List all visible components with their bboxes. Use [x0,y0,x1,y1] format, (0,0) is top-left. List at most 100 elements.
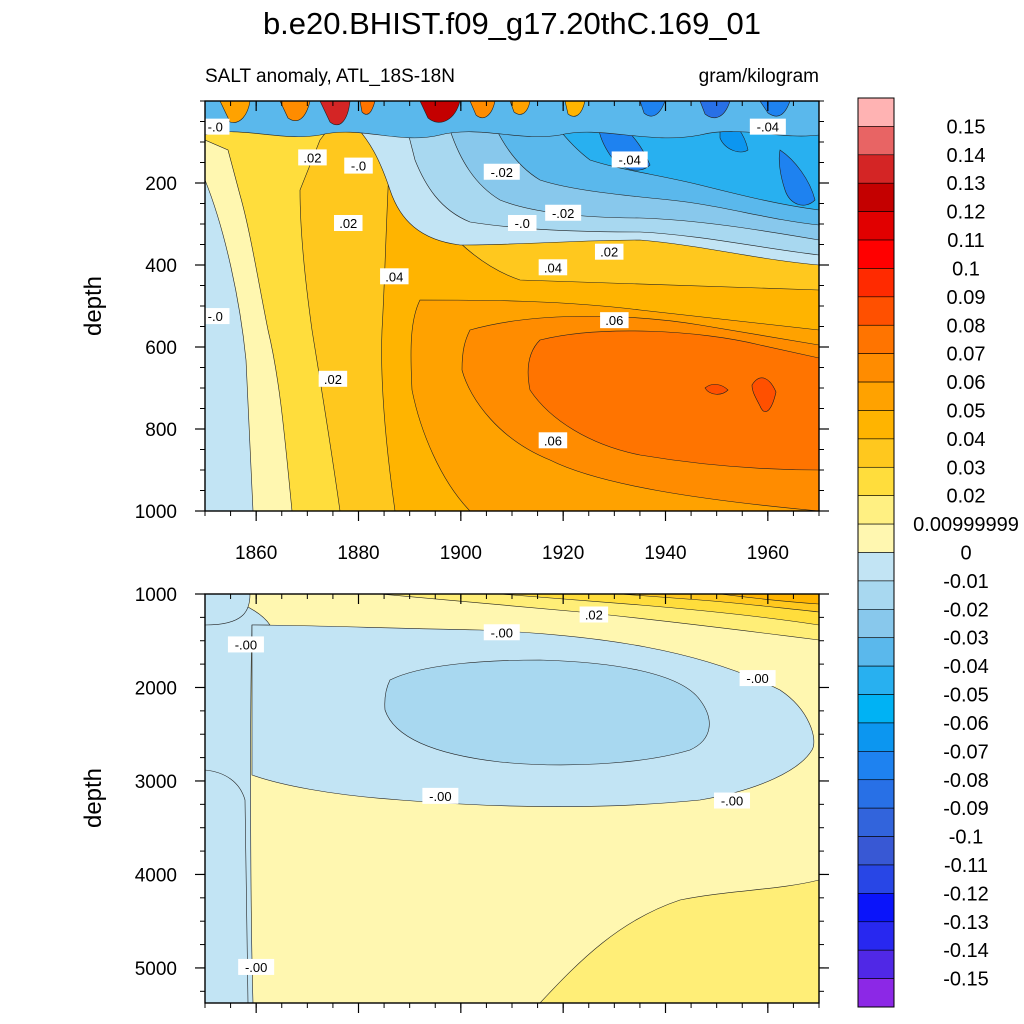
y-tick-label: 600 [145,338,177,359]
colorbar-label: -0.07 [943,741,989,763]
colorbar-label: -0.09 [943,798,989,820]
bottom-contour-labels: .02 -.00 -.00 -.00 -.00 -.00 -.00 [227,606,776,975]
y-tick-label: 800 [145,420,177,441]
contour-label: -.0 [208,120,223,135]
colorbar: 0.15 0.14 0.13 0.12 0.11 0.1 0.09 0.08 0.07 0.06 0… [857,97,1019,1008]
colorbar-label: 0.07 [947,344,986,366]
colorbar-label: -0.01 [943,571,989,593]
x-tick-label: 1940 [644,543,686,564]
contour-label: -.00 [245,960,267,975]
contour-label-box [298,149,327,166]
x-tick-label: 1860 [235,543,277,564]
contour-label-box [483,163,520,180]
top-axes: 1860 1880 1900 1920 1940 1960 200 400 600 800 1000 [135,100,829,564]
colorbar-label: -0.15 [943,969,989,991]
y-tick-label: 4000 [135,865,177,886]
contour-label: .04 [544,260,562,275]
colorbar-label: -0.14 [943,940,989,962]
contour-label-box [714,792,751,809]
contour-label: -.0 [515,216,530,231]
colorbar-swatch [857,182,895,212]
colorbar-label: -0.02 [943,599,989,621]
y-tick-label: 5000 [135,959,177,980]
contour-label-box [200,118,230,135]
colorbar-swatch [857,410,895,440]
y-tick-label: 200 [145,174,177,195]
contour-label: -.00 [491,625,513,640]
contour-label-box [739,670,776,687]
colorbar-label: -0.11 [944,855,988,877]
colorbar-label: 0 [960,543,971,565]
contour-label: -.04 [618,152,640,167]
contour-label: -.00 [721,794,743,809]
contour-label-box [380,268,409,285]
contour-label-box [344,157,373,174]
colorbar-swatch [857,381,895,411]
colorbar-swatch [857,864,895,894]
contour-label: .06 [544,433,562,448]
colorbar-label: -0.1 [949,827,983,849]
contour-label-box [538,259,568,276]
contour-label: -.02 [552,206,574,221]
top-contour-labels: -.0 .02 -.0 -.02 -.04 -.04 -.02 -.0 .02 .02 .04 .04… [200,118,786,449]
contour-label: .02 [585,608,603,623]
colorbar-swatch [857,324,895,354]
x-tick-label: 1920 [542,543,584,564]
colorbar-label: 0.04 [947,429,986,451]
colorbar-swatch [857,921,895,951]
colorbar-swatch [857,523,895,553]
colorbar-swatch [857,268,895,298]
colorbar-label: 0.12 [947,202,986,224]
contour-label-box [422,787,459,804]
contour-label-box [507,215,537,231]
contour-label: -.00 [429,789,451,804]
y-tick-label: 400 [145,256,177,277]
x-tick-label: 1960 [747,543,789,564]
colorbar-frame [857,97,895,1008]
x-tick-label: 1900 [440,543,482,564]
contour-label-box [545,204,582,221]
colorbar-label: -0.06 [943,713,989,735]
contour-label-box [600,312,629,329]
contour-label-box [611,151,648,168]
colorbar-swatch [857,353,895,383]
colorbar-label: 0.09 [947,287,986,309]
contour-label-box [538,432,568,449]
contour-label: -.02 [491,165,513,180]
colorbar-label: 0.03 [947,457,986,479]
colorbar-swatch [857,97,895,127]
colorbar-label: -0.08 [943,770,989,792]
contour-label-box [318,370,348,387]
colorbar-swatch [857,978,895,1008]
y-tick-label: 3000 [135,772,177,793]
colorbar-swatch [857,779,895,809]
top-panel: -.0 .02 -.0 -.02 -.04 -.04 -.02 -.0 .02 .02 .04 .04… [80,100,829,564]
bottom-y-axis-label: depth [80,768,107,828]
colorbar-swatch [857,296,895,326]
colorbar-label: 0.15 [947,116,986,138]
contour-label: -.00 [235,637,257,652]
contour-label-box [579,606,609,623]
colorbar-swatch [857,807,895,837]
top-contour-fill [205,101,819,511]
contour-label: -.00 [746,671,768,686]
colorbar-swatch [857,949,895,979]
colorbar-label: 0.06 [947,372,986,394]
colorbar-swatch [857,580,895,610]
colorbar-swatch [857,126,895,156]
left-string: SALT anomaly, ATL_18S-18N [205,66,455,87]
contour-label-box [483,624,520,641]
colorbar-label: -0.04 [943,656,989,678]
contour-label-box [334,215,363,231]
colorbar-label: 0.00999999 [913,514,1019,536]
colorbar-label: 0.02 [947,486,986,508]
contour-label: .02 [303,150,321,165]
colorbar-label: -0.12 [943,883,989,905]
contour-label: .02 [600,245,618,260]
colorbar-label: 0.11 [947,230,984,252]
x-tick-label: 1880 [337,543,379,564]
colorbar-swatch [857,154,895,184]
contour-label: .04 [385,269,403,284]
colorbar-label: 0.1 [952,258,980,280]
colorbar-swatch [857,637,895,667]
